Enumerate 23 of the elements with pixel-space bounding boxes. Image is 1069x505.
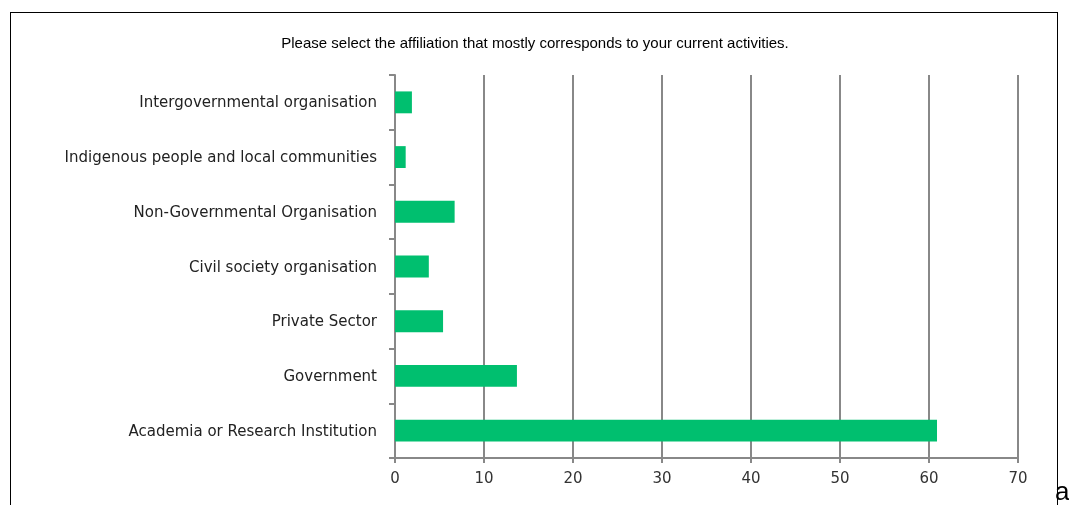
y-tick-label: Indigenous people and local communities [64, 148, 378, 167]
y-tick-label: Civil society organisation [189, 257, 377, 276]
y-tick-label: Non-Governmental Organisation [133, 202, 377, 221]
chart-title: Please select the affiliation that mostly corresponds to your current activities. [281, 34, 789, 51]
bar [395, 364, 517, 387]
x-tick-label: 50 [830, 468, 850, 487]
x-tick-label: 0 [390, 468, 400, 487]
x-tick-label: 40 [741, 468, 761, 487]
x-tick-label: 30 [652, 468, 672, 487]
bar [395, 146, 406, 169]
bar [395, 91, 412, 114]
y-tick-label: Private Sector [271, 312, 378, 331]
x-tick-label: 10 [474, 468, 494, 487]
y-tick-label: Academia or Research Institution [128, 421, 377, 440]
y-tick-label: Intergovernmental organisation [139, 93, 377, 112]
bar [395, 310, 444, 333]
bar [395, 200, 455, 223]
x-tick-label: 20 [563, 468, 583, 487]
x-tick-label: 70 [1008, 468, 1028, 487]
y-tick-label: Government [283, 366, 378, 385]
bar [395, 255, 429, 278]
bar [395, 419, 938, 442]
x-tick-label: 60 [919, 468, 939, 487]
